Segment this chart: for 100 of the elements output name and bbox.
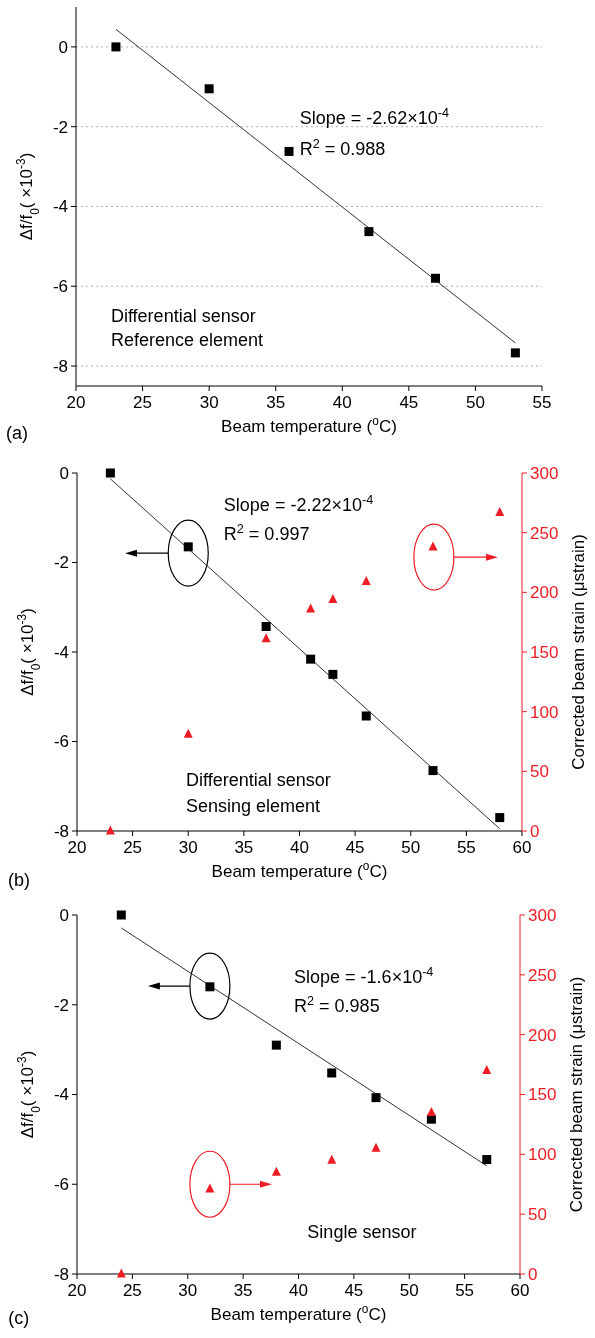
point [428,766,438,776]
point [495,506,505,516]
annotation: Single sensor [307,1222,417,1243]
y-tick-label: 0 [59,463,69,483]
point [430,273,440,283]
x-tick-label: 20 [67,1281,87,1300]
point [271,1040,281,1050]
x-tick-label: 55 [455,1281,475,1300]
point [327,1068,337,1078]
point [205,1183,215,1193]
point [482,1155,492,1165]
y2-axis-title: Corrected beam strain (μstrain) [567,976,586,1213]
y-tick-label: -8 [53,1264,69,1284]
x-axis-title: Beam temperature ($^{o}$C) [210,1302,387,1324]
x-tick-label: 30 [178,1281,198,1300]
point [111,42,121,52]
text: (a) [6,423,29,444]
x-axis-title: Beam temperature ($^{o}$C) [221,414,397,436]
text: (c) [8,1308,30,1329]
x-tick-label: 50 [399,1281,419,1300]
annotation: Slope = -2.62×10$^{-4}$ [299,106,450,129]
y2-tick-label: 0 [530,821,540,841]
point [428,541,438,551]
point [328,593,338,603]
point [105,468,115,478]
y-tick-label: -4 [53,642,69,662]
y2-axis-title: Corrected beam strain (μstrain) [569,534,588,770]
y2-tick-label: 50 [530,762,549,782]
y-tick-label: -8 [52,357,68,376]
point [116,910,126,920]
point [328,669,338,679]
point [371,1093,381,1103]
annotation: Slope = -1.6×10$^{-4}$ [294,965,434,988]
y2-tick-label: 300 [528,905,557,925]
x-tick-label: 20 [66,393,86,412]
y-tick-label: -6 [52,277,68,297]
x-axis-title: Beam temperature ($^{o}$C) [211,859,388,881]
y2-tick-label: 200 [530,583,559,603]
y2-tick-label: 150 [528,1085,557,1105]
annotation: Differential sensor [110,305,256,326]
y-tick-label: -4 [52,197,68,217]
annotation: Sensing element [186,796,321,817]
x-tick-label: 25 [122,1281,142,1300]
x-tick-label: 55 [532,393,552,412]
x-tick-label: 30 [178,838,198,857]
annotation: Differential sensor [186,769,331,790]
point [183,542,193,552]
x-tick-label: 35 [233,1281,253,1300]
x-tick-label: 40 [332,393,352,412]
y2-tick-label: 0 [528,1264,538,1284]
point [495,813,505,823]
annotation: R$^{2}$ = 0.997 [223,521,310,544]
x-tick-label: 25 [133,393,153,412]
point [183,728,193,738]
y-tick-label: -8 [53,821,69,841]
point [261,621,271,631]
point [426,1106,436,1116]
x-tick-label: 60 [512,838,532,857]
y-tick-label: -6 [53,732,69,752]
point [327,1154,337,1164]
x-tick-label: 35 [234,838,254,857]
text: (b) [8,870,31,891]
x-tick-label: 40 [289,1281,308,1300]
point [271,1166,281,1176]
y2-tick-label: 250 [528,965,557,985]
point [306,603,316,613]
point [105,825,115,835]
point [116,1268,126,1278]
point [361,711,371,721]
x-tick-label: 45 [344,1281,364,1300]
y2-tick-label: 150 [530,642,559,662]
point [204,84,214,94]
annotation: Reference element [110,330,264,351]
y-tick-label: -4 [53,1085,69,1105]
point [364,227,374,237]
x-tick-label: 40 [290,838,309,857]
y2-tick-label: 100 [528,1145,557,1165]
y-tick-label: -2 [53,553,69,573]
x-tick-label: 50 [465,393,485,412]
y2-tick-label: 50 [528,1205,547,1225]
point [205,982,215,992]
y-tick-label: 0 [59,905,69,925]
x-tick-label: 35 [266,393,286,412]
point [510,348,520,358]
y-tick-label: -2 [53,995,69,1015]
x-tick-label: 20 [67,838,87,857]
x-tick-label: 45 [399,393,419,412]
y-tick-label: 0 [58,37,68,57]
y2-tick-label: 100 [530,702,559,722]
x-tick-label: 25 [123,838,143,857]
x-tick-label: 55 [456,838,476,857]
x-tick-label: 50 [401,838,421,857]
annotation: R$^{2}$ = 0.988 [299,136,386,159]
y-tick-label: -2 [52,117,68,137]
point [306,654,316,664]
x-tick-label: 30 [199,393,219,412]
annotation: R$^{2}$ = 0.985 [294,993,380,1016]
y2-tick-label: 300 [530,463,559,483]
annotation: Slope = -2.22×10$^{-4}$ [223,492,374,515]
y2-tick-label: 250 [530,523,559,543]
